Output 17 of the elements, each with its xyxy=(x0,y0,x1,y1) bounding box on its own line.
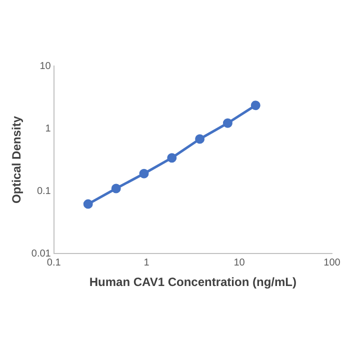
point xyxy=(83,199,93,209)
point xyxy=(250,100,260,110)
point xyxy=(195,134,205,144)
y-tick-label: 1 xyxy=(45,123,52,134)
y-tick-label: 10 xyxy=(40,60,52,72)
y-tick-label: 0.1 xyxy=(36,186,52,197)
point xyxy=(167,153,177,163)
y-tick-label: 0.01 xyxy=(31,248,52,260)
x-tick-label: 10 xyxy=(234,257,246,268)
point xyxy=(222,118,232,128)
y-axis-title: Optical Density xyxy=(10,116,24,204)
point xyxy=(111,184,121,194)
x-tick-label: 100 xyxy=(324,257,341,268)
point xyxy=(139,168,149,178)
x-axis-title: Human CAV1 Concentration (ng/mL) xyxy=(89,275,296,290)
x-tick-label: 1 xyxy=(144,257,150,268)
x-tick-label: 0.1 xyxy=(46,257,62,268)
